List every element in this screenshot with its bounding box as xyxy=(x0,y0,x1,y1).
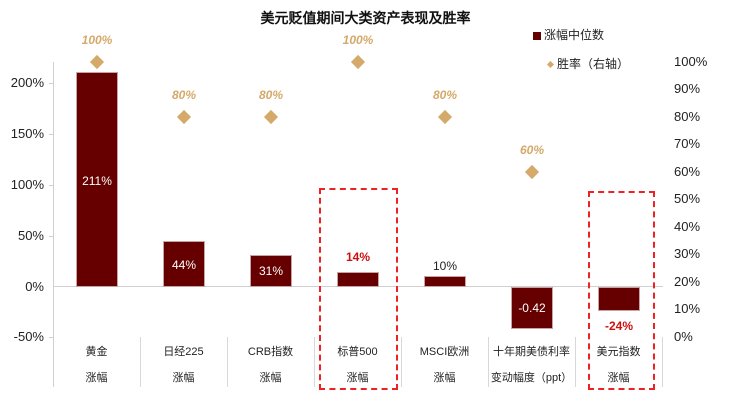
right-tick: 10% xyxy=(674,301,701,316)
category-label-gold: 黄金 涨幅 xyxy=(85,346,108,384)
left-tick: 100% xyxy=(10,177,44,192)
legend-item-median: 涨幅中位数 xyxy=(533,26,604,43)
right-tick: 30% xyxy=(674,246,701,261)
tick-mark xyxy=(49,134,54,135)
category-label-msci: MSCI欧洲 涨幅 xyxy=(419,346,470,384)
category-divider xyxy=(314,337,315,387)
bar-value-label: 31% xyxy=(258,264,284,278)
category-label-ust10y: 十年期美债利率 变动幅度（ppt） xyxy=(490,346,573,384)
left-tick: 50% xyxy=(17,228,44,243)
bar-msci xyxy=(424,276,466,287)
legend-bar-swatch-icon xyxy=(533,31,541,40)
rate-label: 80% xyxy=(258,88,284,102)
highlight-box-sp500 xyxy=(319,188,398,390)
rate-diamond-icon xyxy=(437,109,453,125)
tick-mark xyxy=(49,83,54,84)
category-label-crb: CRB指数 涨幅 xyxy=(247,346,294,384)
right-tick: 80% xyxy=(674,109,701,124)
right-tick: 40% xyxy=(674,219,701,234)
category-divider xyxy=(140,337,141,387)
category-divider xyxy=(662,337,663,387)
left-tick: -50% xyxy=(13,329,44,344)
tick-mark xyxy=(49,236,54,237)
legend-label-median: 涨幅中位数 xyxy=(544,28,605,42)
category-divider xyxy=(488,337,489,387)
category-divider xyxy=(227,337,228,387)
rate-label: 100% xyxy=(81,33,113,47)
rate-label: 60% xyxy=(519,143,545,157)
right-tick: 90% xyxy=(674,81,701,96)
bar-ust10y xyxy=(511,287,553,329)
left-tick: 0% xyxy=(25,279,44,294)
rate-diamond-icon xyxy=(524,164,540,180)
category-label-sp500: 标普500 涨幅 xyxy=(337,346,378,384)
rate-diamond-icon xyxy=(263,109,279,125)
bar-crb xyxy=(250,255,292,287)
bar-value-label: 211% xyxy=(82,174,112,188)
left-axis-line xyxy=(53,62,54,387)
right-tick: 20% xyxy=(674,274,701,289)
legend-diamond-icon xyxy=(546,61,555,69)
left-tick: 150% xyxy=(10,126,44,141)
category-divider xyxy=(401,337,402,387)
bar-value-label: 10% xyxy=(432,259,458,273)
bar-value-label: -24% xyxy=(604,319,633,333)
rate-diamond-icon xyxy=(176,109,192,125)
category-divider xyxy=(575,337,576,387)
rate-label: 100% xyxy=(342,33,374,47)
rate-label: 80% xyxy=(432,88,458,102)
right-tick: 100% xyxy=(674,54,708,69)
bar-gold xyxy=(76,72,118,287)
bar-sp500 xyxy=(337,272,379,287)
legend-label-rate: 胜率（右轴） xyxy=(557,57,630,71)
tick-mark xyxy=(49,337,54,338)
bar-value-label: 44% xyxy=(171,258,197,272)
bar-value-label: 14% xyxy=(345,250,371,264)
legend-item-rate: 胜率（右轴） xyxy=(546,55,629,72)
rate-label: 80% xyxy=(171,88,197,102)
left-tick: 200% xyxy=(10,75,44,90)
bar-nikkei xyxy=(163,241,205,287)
rate-diamond-icon xyxy=(350,54,366,70)
highlight-box-usd xyxy=(588,191,655,390)
bar-usd xyxy=(598,287,640,311)
category-label-usd: 美元指数 涨幅 xyxy=(596,346,641,384)
chart-title: 美元贬值期间大类资产表现及胜率 xyxy=(260,10,471,26)
right-tick: 0% xyxy=(674,329,693,344)
rate-diamond-icon xyxy=(89,54,105,70)
right-tick: 50% xyxy=(674,191,701,206)
bar-value-label: -0.42 xyxy=(518,301,546,315)
right-tick: 60% xyxy=(674,164,701,179)
right-tick: 70% xyxy=(674,136,701,151)
tick-mark xyxy=(49,185,54,186)
category-label-nikkei: 日经225 涨幅 xyxy=(163,346,204,384)
